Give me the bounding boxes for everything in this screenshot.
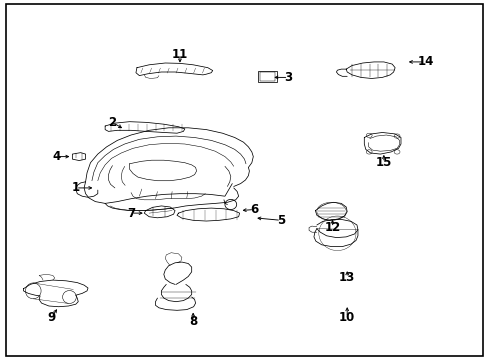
Bar <box>258 71 276 82</box>
Text: 11: 11 <box>171 48 188 60</box>
Text: 8: 8 <box>189 315 197 328</box>
Bar <box>259 72 275 81</box>
Text: 3: 3 <box>284 71 292 84</box>
Text: 2: 2 <box>108 116 116 129</box>
Text: 10: 10 <box>338 311 355 324</box>
Text: 7: 7 <box>127 207 135 220</box>
Text: 9: 9 <box>47 311 55 324</box>
Text: 5: 5 <box>277 214 285 227</box>
Text: 6: 6 <box>250 203 258 216</box>
Text: 14: 14 <box>416 55 433 68</box>
Text: 15: 15 <box>375 156 391 169</box>
Text: 13: 13 <box>338 271 355 284</box>
Text: 1: 1 <box>72 181 80 194</box>
Text: 12: 12 <box>324 221 340 234</box>
Text: 4: 4 <box>52 150 60 163</box>
